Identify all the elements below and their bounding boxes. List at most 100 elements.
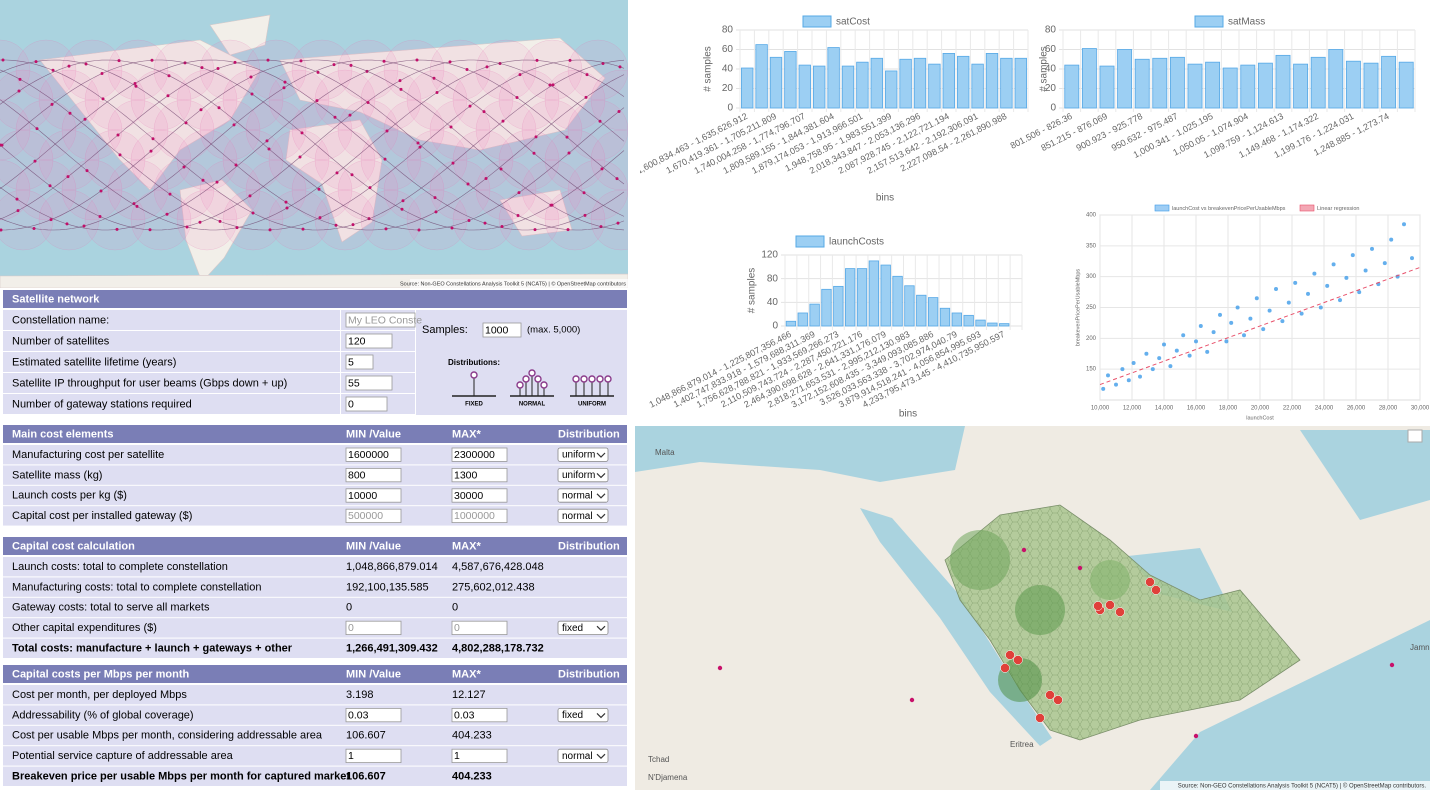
satellite — [33, 159, 37, 163]
point — [1254, 296, 1259, 301]
distribution-select[interactable] — [557, 488, 609, 503]
distribution-select[interactable] — [557, 708, 609, 723]
bar — [975, 319, 986, 327]
satellite — [300, 131, 304, 135]
satellite — [535, 58, 539, 62]
legend-swatch — [795, 235, 825, 248]
satellite — [567, 151, 571, 155]
row-label: Capital cost per installed gateway ($) — [12, 510, 192, 522]
y-tick-label: 0 — [1050, 103, 1056, 114]
y-tick-label: 80 — [767, 273, 779, 284]
row-label: Satellite IP throughput for user beams (… — [12, 377, 287, 389]
cell-value: 404.233 — [452, 730, 492, 742]
satellite — [83, 117, 87, 121]
point — [1280, 319, 1285, 324]
fullscreen-button[interactable] — [1407, 429, 1423, 443]
site — [909, 697, 915, 703]
y-tick-label: 300 — [1086, 274, 1097, 280]
satellite — [383, 157, 387, 161]
row — [3, 373, 340, 393]
input-value: 800 — [348, 469, 366, 481]
world-map: Source: Non-GEO Constellations Analysis … — [0, 0, 628, 288]
satellite — [348, 113, 352, 117]
point — [1150, 367, 1155, 372]
cell-value: 1,048,866,879.014 — [346, 561, 438, 573]
bar — [813, 65, 826, 109]
satellite — [65, 222, 69, 226]
row — [3, 685, 627, 705]
bar — [785, 320, 797, 327]
input-value: 0 — [348, 398, 354, 410]
coverage — [107, 159, 169, 221]
satellite — [450, 226, 454, 230]
satellite — [618, 65, 622, 69]
coverage — [521, 99, 583, 161]
distribution-select[interactable] — [557, 620, 609, 636]
column-header: Distribution — [558, 668, 620, 680]
satellite — [249, 75, 253, 79]
satellite — [616, 221, 620, 225]
satellite — [298, 155, 302, 159]
distribution-select[interactable] — [557, 508, 609, 524]
column-header: Capital cost calculation — [12, 540, 135, 552]
distribution-select[interactable] — [557, 467, 609, 483]
coverage — [544, 69, 606, 131]
bar — [963, 314, 974, 327]
satellite — [115, 227, 119, 231]
column-header: MIN /Value — [346, 668, 401, 680]
x-axis-label: launchCost — [1246, 415, 1274, 421]
place-label: Eritrea — [1010, 740, 1034, 749]
satellite — [68, 111, 72, 115]
bar — [904, 285, 915, 327]
satellite — [168, 192, 172, 196]
site — [1193, 733, 1199, 739]
satellite — [251, 211, 255, 215]
row — [3, 597, 627, 618]
sea — [1300, 430, 1430, 520]
legend-label: Linear regression — [1317, 206, 1360, 212]
bar — [1169, 56, 1185, 109]
satellite — [351, 223, 355, 227]
distribution-select[interactable] — [557, 748, 609, 764]
coverage — [360, 69, 422, 131]
point — [1181, 333, 1186, 338]
coverage — [590, 189, 628, 251]
bar — [913, 57, 927, 109]
coverage — [61, 159, 123, 221]
distribution-value: fixed — [562, 623, 583, 634]
input-value: 500000 — [348, 510, 383, 522]
coverage — [0, 39, 31, 101]
coverage — [383, 99, 445, 161]
distribution-select[interactable] — [557, 447, 609, 462]
coverage — [84, 129, 146, 191]
dense-cell — [950, 530, 1010, 590]
satellite — [385, 129, 389, 133]
coverage — [176, 69, 238, 131]
chevron — [596, 472, 606, 479]
satellite — [284, 200, 288, 204]
coverage — [475, 39, 537, 101]
satellite — [48, 184, 52, 188]
y-tick-label: 60 — [722, 44, 734, 55]
input-value: 5 — [348, 356, 354, 368]
satellite — [135, 204, 139, 208]
distribution-value: normal — [562, 751, 593, 762]
input-box — [451, 467, 508, 483]
chevron — [596, 753, 606, 760]
site — [1077, 565, 1083, 571]
input-value: 0 — [348, 622, 354, 634]
column-header: MAX* — [452, 668, 481, 680]
satellite — [349, 63, 353, 67]
row — [3, 352, 340, 372]
point — [1350, 253, 1355, 258]
row-label: Addressability (% of global coverage) — [12, 709, 194, 721]
point — [1363, 268, 1368, 273]
satellite — [483, 221, 487, 225]
chevron — [596, 513, 606, 520]
coverage — [337, 99, 399, 161]
cell-value: 0 — [452, 602, 458, 614]
satellite — [98, 215, 102, 219]
satellite — [99, 189, 103, 193]
input-box — [345, 748, 402, 764]
point — [1224, 339, 1229, 344]
